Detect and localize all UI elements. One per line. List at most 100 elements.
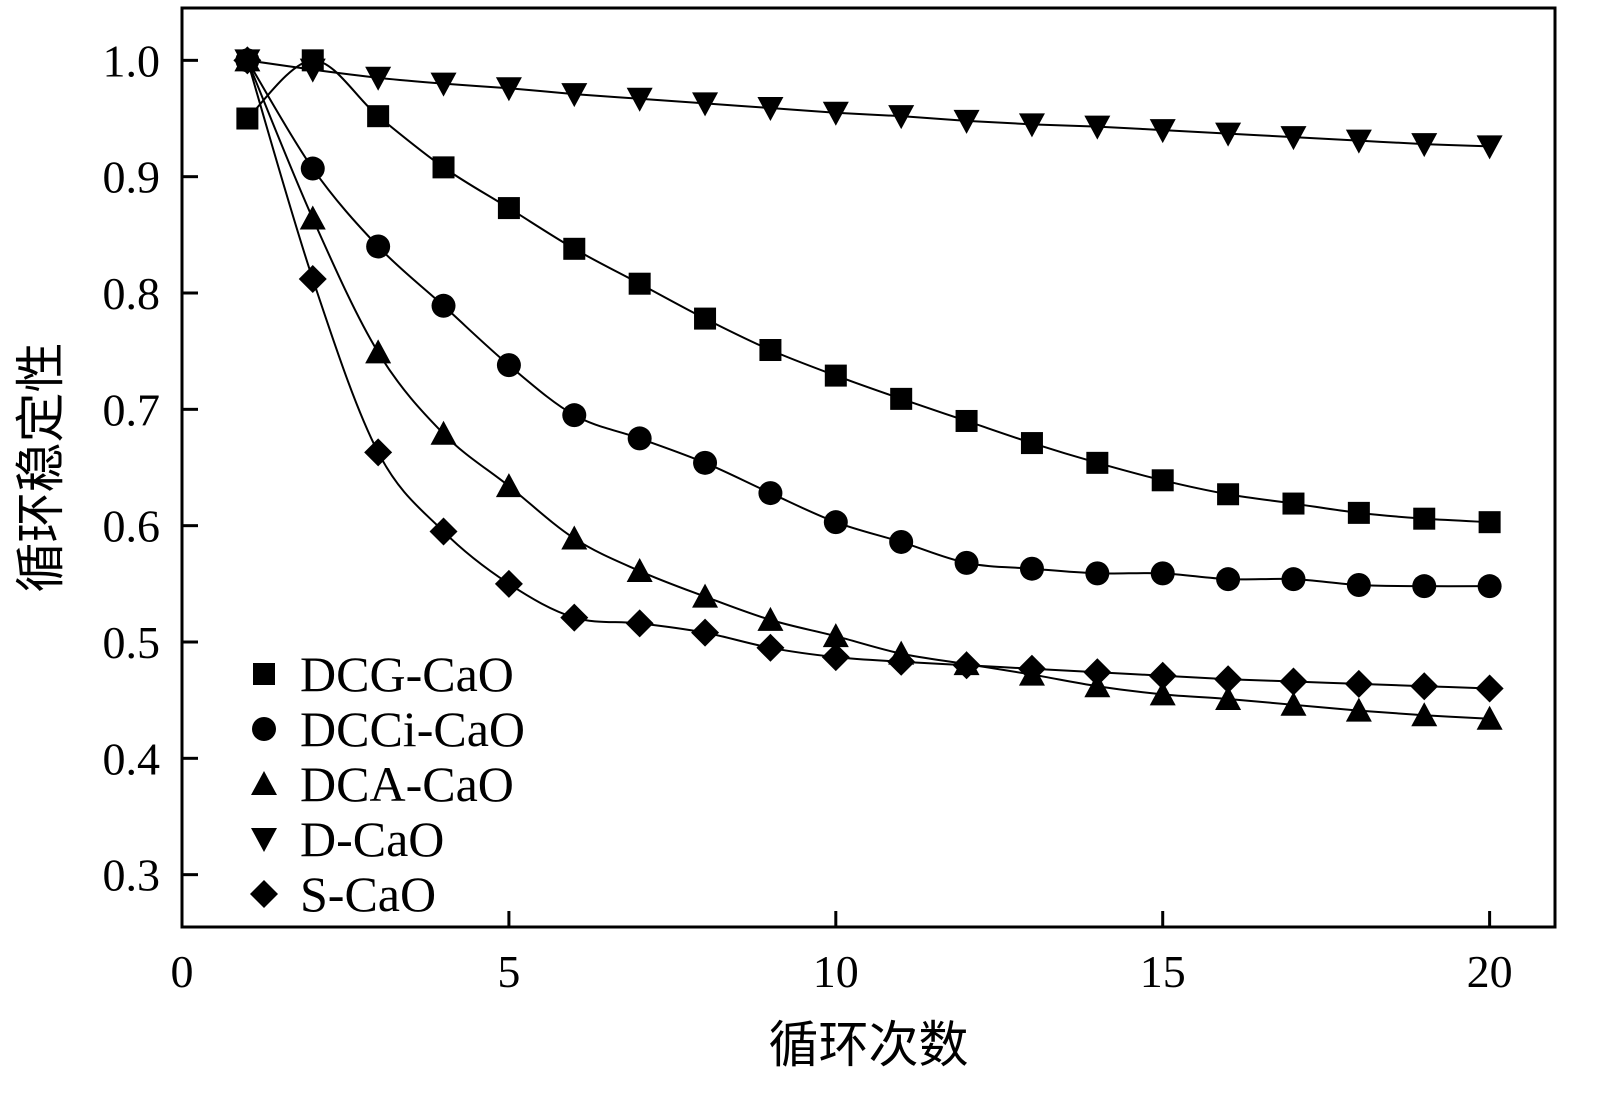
data-point-d-cao bbox=[1476, 135, 1503, 160]
x-tick-label: 5 bbox=[497, 946, 520, 997]
data-point-dcci-cao bbox=[823, 510, 848, 535]
series-line-s-cao bbox=[246, 60, 1490, 690]
data-point-dca-cao bbox=[1476, 705, 1503, 730]
data-point-d-cao bbox=[822, 101, 849, 126]
plot-frame bbox=[180, 6, 1557, 929]
data-point-dcg-cao bbox=[890, 387, 913, 410]
data-point-d-cao bbox=[1411, 133, 1438, 158]
data-point-s-cao bbox=[1214, 665, 1243, 694]
data-point-s-cao bbox=[494, 569, 523, 598]
data-point-dcci-cao bbox=[1281, 567, 1306, 592]
y-tick-label: 0.3 bbox=[103, 850, 161, 901]
data-point-s-cao bbox=[887, 647, 916, 676]
data-point-s-cao bbox=[625, 609, 654, 638]
data-point-dcci-cao bbox=[300, 156, 325, 181]
data-point-d-cao bbox=[1215, 122, 1242, 147]
data-point-d-cao bbox=[888, 105, 915, 130]
data-point-dcci-cao bbox=[1085, 561, 1110, 586]
data-point-s-cao bbox=[1475, 674, 1504, 703]
data-point-d-cao bbox=[757, 97, 784, 122]
legend-marker-dca-cao bbox=[251, 771, 277, 795]
data-point-dcg-cao bbox=[563, 237, 586, 260]
data-point-dca-cao bbox=[495, 473, 522, 498]
legend-label-d-cao: D-CaO bbox=[300, 811, 444, 867]
axes-layer: 0 5 10 15 20 0.3 0.4 0.5 0.6 0.7 0.8 0.9 1.0 bbox=[103, 35, 1513, 997]
data-point-dcg-cao bbox=[367, 105, 390, 128]
data-point-dca-cao bbox=[1411, 702, 1438, 727]
markers-layer bbox=[233, 46, 1504, 730]
data-point-dca-cao bbox=[1280, 691, 1307, 716]
data-point-dca-cao bbox=[561, 525, 588, 550]
x-axis-title: 循环次数 bbox=[769, 1017, 969, 1073]
legend-label-dca-cao: DCA-CaO bbox=[300, 756, 514, 812]
data-point-s-cao bbox=[1279, 667, 1308, 696]
data-point-d-cao bbox=[1149, 119, 1176, 144]
data-point-dcg-cao bbox=[1347, 501, 1370, 524]
data-point-s-cao bbox=[821, 643, 850, 672]
data-point-dca-cao bbox=[626, 558, 653, 583]
data-point-dcg-cao bbox=[628, 272, 651, 295]
plot-frame-layer bbox=[180, 6, 1557, 929]
data-point-dcg-cao bbox=[1413, 507, 1436, 530]
data-point-dcg-cao bbox=[497, 197, 520, 220]
data-point-d-cao bbox=[953, 109, 980, 134]
legend-label-s-cao: S-CaO bbox=[300, 866, 436, 922]
y-tick-label: 0.4 bbox=[103, 733, 161, 784]
data-point-dcg-cao bbox=[1151, 469, 1174, 492]
y-tick-label: 0.7 bbox=[103, 384, 161, 435]
data-point-dcci-cao bbox=[1346, 572, 1371, 597]
data-point-dca-cao bbox=[365, 339, 392, 364]
data-point-dcg-cao bbox=[824, 364, 847, 387]
legend-marker-s-cao bbox=[250, 880, 278, 908]
data-point-dcci-cao bbox=[627, 426, 652, 451]
data-point-d-cao bbox=[365, 66, 392, 91]
data-point-dca-cao bbox=[692, 583, 719, 608]
data-point-dcg-cao bbox=[955, 409, 978, 432]
legend-marker-d-cao bbox=[251, 828, 277, 852]
data-point-s-cao bbox=[560, 603, 589, 632]
data-point-dcci-cao bbox=[562, 403, 587, 428]
data-point-dca-cao bbox=[822, 623, 849, 648]
data-point-dcci-cao bbox=[889, 529, 914, 554]
data-point-s-cao bbox=[429, 517, 458, 546]
x-tick-label: 20 bbox=[1467, 946, 1513, 997]
data-point-dcci-cao bbox=[693, 450, 718, 475]
data-point-d-cao bbox=[1280, 126, 1307, 151]
legend-label-dcg-cao: DCG-CaO bbox=[300, 646, 514, 702]
data-point-dca-cao bbox=[430, 420, 457, 445]
data-point-dcci-cao bbox=[431, 293, 456, 318]
data-point-s-cao bbox=[298, 265, 327, 294]
data-point-dcci-cao bbox=[1150, 561, 1175, 586]
data-point-d-cao bbox=[495, 77, 522, 102]
data-point-s-cao bbox=[1017, 654, 1046, 683]
y-tick-label: 0.8 bbox=[103, 268, 161, 319]
y-tick-label: 1.0 bbox=[103, 35, 161, 86]
data-point-dcci-cao bbox=[366, 234, 391, 259]
data-point-dcci-cao bbox=[954, 550, 979, 575]
y-tick-label: 0.6 bbox=[103, 501, 161, 552]
data-point-d-cao bbox=[1345, 129, 1372, 154]
data-point-s-cao bbox=[1410, 672, 1439, 701]
data-point-dcci-cao bbox=[1477, 574, 1502, 599]
data-point-s-cao bbox=[1083, 658, 1112, 687]
data-point-dcg-cao bbox=[1020, 432, 1043, 455]
y-tick-label: 0.5 bbox=[103, 617, 161, 668]
data-point-s-cao bbox=[952, 651, 981, 680]
data-point-dca-cao bbox=[1215, 685, 1242, 710]
data-point-dca-cao bbox=[1345, 697, 1372, 722]
data-point-d-cao bbox=[626, 87, 653, 112]
y-axis-title: 循环稳定性 bbox=[13, 343, 69, 593]
data-point-s-cao bbox=[1344, 669, 1373, 698]
data-point-s-cao bbox=[233, 46, 262, 75]
legend-label-dcci-cao: DCCi-CaO bbox=[300, 701, 525, 757]
data-point-dcg-cao bbox=[1282, 492, 1305, 515]
data-point-dcg-cao bbox=[759, 339, 782, 362]
legend-marker-dcg-cao bbox=[253, 663, 275, 685]
y-tick-label: 0.9 bbox=[103, 152, 161, 203]
data-point-s-cao bbox=[1148, 661, 1177, 690]
data-point-dcci-cao bbox=[1019, 556, 1044, 581]
data-point-d-cao bbox=[1018, 113, 1045, 138]
x-tick-label: 15 bbox=[1140, 946, 1186, 997]
